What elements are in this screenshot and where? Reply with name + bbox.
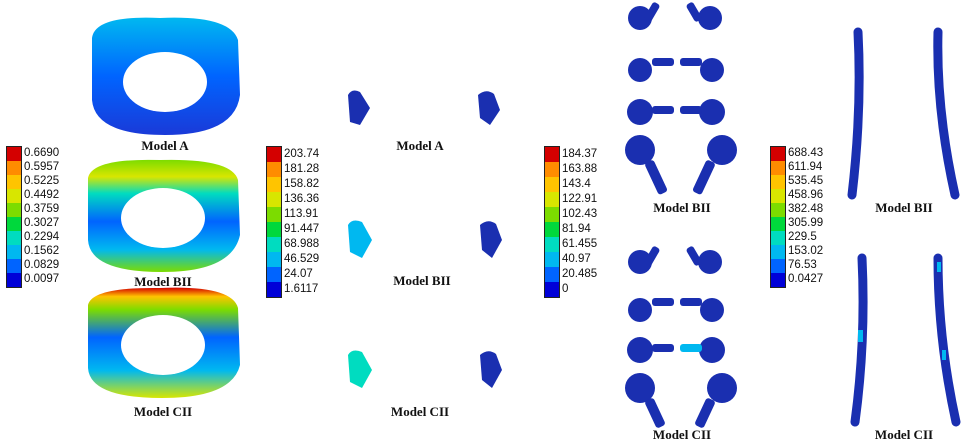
legend-rod-gradient [771, 147, 785, 287]
legend-tick-label: 76.53 [788, 259, 817, 271]
legend-tick-label: 0.3759 [24, 203, 60, 215]
label-annulus-model-cii: Model CII [133, 404, 193, 419]
legend-screw-ticks: 184.37 163.88 143.4 122.91 102.43 81.94 61.455… [562, 146, 617, 296]
legend-tick-label: 153.02 [788, 245, 824, 257]
legend-annulus-bar [6, 146, 22, 288]
legend-tick-label: 0.6690 [24, 147, 60, 159]
legend-tick-label: 0.5957 [24, 161, 60, 173]
legend-screw-bar [544, 146, 560, 298]
legend-facet-bar [266, 146, 282, 298]
legend-tick-label: 143.4 [562, 177, 591, 190]
rod-stress-highlights [858, 262, 946, 360]
legend-tick-label: 81.94 [562, 222, 591, 235]
screws-model-cii [625, 246, 737, 428]
legend-tick-label: 305.99 [788, 217, 824, 229]
legend-tick-label: 46.529 [284, 252, 320, 265]
annulus-model-cii [88, 287, 240, 398]
legend-screw-gradient [545, 147, 559, 297]
label-annulus-model-bii: Model BII [134, 274, 192, 289]
legend-tick-label: 0.0829 [24, 259, 60, 271]
legend-tick-label: 1.6117 [284, 282, 319, 295]
legend-tick-label: 61.455 [562, 237, 598, 250]
legend-tick-label: 102.43 [562, 207, 598, 220]
label-rod-model-cii: Model CII [874, 427, 934, 442]
rods-model-bii [847, 27, 960, 200]
legend-tick-label: 136.36 [284, 192, 320, 205]
legend-facet-ticks: 203.74 181.28 158.82 136.36 113.91 91.447 68.9… [284, 146, 339, 296]
legend-tick-label: 611.94 [788, 161, 823, 173]
legend-tick-label: 113.91 [284, 207, 319, 220]
legend-tick-label: 688.43 [788, 147, 824, 159]
legend-tick-label: 91.447 [284, 222, 320, 235]
label-rod-model-bii: Model BII [875, 200, 933, 215]
legend-tick-label: 0.3027 [24, 217, 60, 229]
legend-tick-label: 24.07 [284, 267, 313, 280]
legend-tick-label: 0.2294 [24, 231, 60, 243]
legend-tick-label: 184.37 [562, 147, 598, 160]
annulus-model-a [92, 17, 240, 135]
legend-tick-label: 163.88 [562, 162, 598, 175]
legend-tick-label: 0.0097 [24, 273, 60, 285]
legend-tick-label: 0.5225 [24, 175, 60, 187]
legend-tick-label: 0.0427 [788, 273, 824, 285]
legend-tick-label: 0.1562 [24, 245, 60, 257]
label-screw-model-bii: Model BII [653, 200, 711, 215]
legend-tick-label: 40.97 [562, 252, 591, 265]
legend-annulus-gradient [7, 147, 21, 287]
label-facet-model-cii: Model CII [390, 404, 450, 419]
legend-rod-bar [770, 146, 786, 288]
legend-tick-label: 382.48 [788, 203, 824, 215]
annulus-model-bii [88, 159, 240, 272]
legend-rod-ticks: 688.43 611.94 535.45 458.96 382.48 305.99 229.… [788, 146, 843, 286]
legend-tick-label: 0 [562, 282, 569, 295]
legend-tick-label: 158.82 [284, 177, 320, 190]
label-annulus-model-a: Model A [141, 138, 189, 153]
label-screw-model-cii: Model CII [652, 427, 712, 442]
label-facet-model-bii: Model BII [393, 273, 451, 288]
rods-model-cii [850, 253, 961, 427]
legend-tick-label: 229.5 [788, 231, 817, 243]
legend-annulus-ticks: 0.6690 0.5957 0.5225 0.4492 0.3759 0.3027 0.22… [24, 146, 74, 286]
legend-tick-label: 181.28 [284, 162, 320, 175]
legend-tick-label: 458.96 [788, 189, 824, 201]
label-facet-model-a: Model A [396, 138, 444, 153]
legend-tick-label: 203.74 [284, 147, 320, 160]
legend-tick-label: 0.4492 [24, 189, 60, 201]
facet-joints [348, 90, 502, 388]
legend-facet-gradient [267, 147, 281, 297]
screws-model-bii [625, 2, 737, 195]
legend-tick-label: 68.988 [284, 237, 320, 250]
legend-tick-label: 535.45 [788, 175, 824, 187]
legend-tick-label: 20.485 [562, 267, 598, 280]
legend-tick-label: 122.91 [562, 192, 598, 205]
